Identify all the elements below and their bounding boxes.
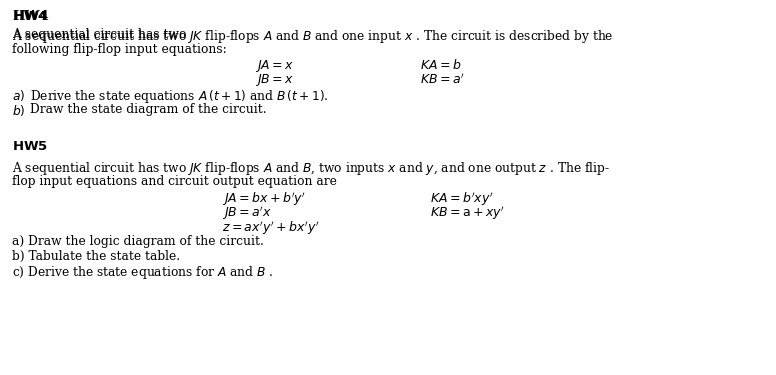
Text: flop input equations and circuit output equation are: flop input equations and circuit output … [12, 175, 337, 188]
Text: b) Tabulate the state table.: b) Tabulate the state table. [12, 249, 180, 262]
Text: c) Derive the state equations for $A$ and $B$ .: c) Derive the state equations for $A$ an… [12, 264, 273, 281]
Text: $JB = a'x$: $JB = a'x$ [222, 205, 272, 222]
Text: Derive the state equations $A\,(t+1)$ and $B\,(t+1)$.: Derive the state equations $A\,(t+1)$ an… [30, 88, 329, 105]
Text: Draw the state diagram of the circuit.: Draw the state diagram of the circuit. [30, 102, 267, 116]
Text: $KA = b'xy'$: $KA = b'xy'$ [430, 190, 494, 208]
Text: A sequential circuit has two: A sequential circuit has two [12, 28, 190, 41]
Text: A sequential circuit has two $JK$ flip-flops $A$ and $B$, two inputs $x$ and $y$: A sequential circuit has two $JK$ flip-f… [12, 160, 610, 177]
Text: $z = ax'y' + bx'y'$: $z = ax'y' + bx'y'$ [222, 219, 319, 237]
Text: $a)$: $a)$ [12, 88, 25, 103]
Text: $JA = bx + b'y'$: $JA = bx + b'y'$ [222, 190, 307, 208]
Text: $\mathbf{HW4}$: $\mathbf{HW4}$ [12, 10, 48, 23]
Text: a) Draw the logic diagram of the circuit.: a) Draw the logic diagram of the circuit… [12, 235, 264, 248]
Text: HW4: HW4 [12, 10, 49, 23]
Text: $b)$: $b)$ [12, 102, 26, 117]
Text: $JA = x$: $JA = x$ [255, 58, 294, 74]
Text: $KB = a'$: $KB = a'$ [420, 72, 465, 87]
Text: following flip-flop input equations:: following flip-flop input equations: [12, 42, 227, 56]
Text: $\mathbf{HW5}$: $\mathbf{HW5}$ [12, 141, 48, 153]
Text: $KB = \mathrm{a} + xy'$: $KB = \mathrm{a} + xy'$ [430, 205, 504, 222]
Text: $JB = x$: $JB = x$ [255, 72, 294, 88]
Text: A sequential circuit has two $JK$ flip-flops $A$ and $B$ and one input $x$ . The: A sequential circuit has two $JK$ flip-f… [12, 28, 614, 45]
Text: $KA = b$: $KA = b$ [420, 58, 462, 72]
